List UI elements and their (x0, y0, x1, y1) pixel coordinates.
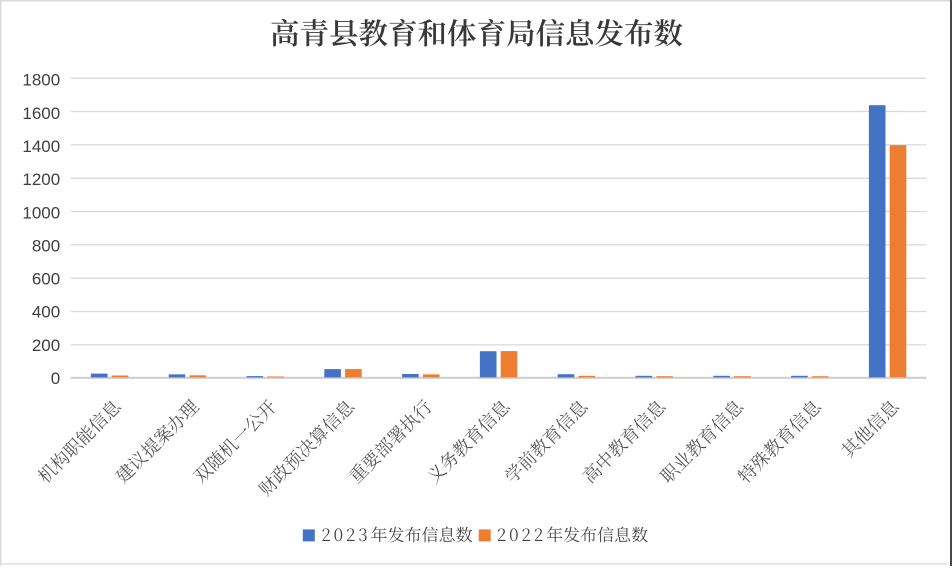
svg-text:1400: 1400 (22, 137, 60, 156)
svg-text:1600: 1600 (22, 104, 60, 123)
svg-text:800: 800 (32, 236, 60, 255)
svg-text:200: 200 (32, 336, 60, 355)
svg-text:1000: 1000 (22, 203, 60, 222)
svg-text:600: 600 (32, 270, 60, 289)
svg-text:0: 0 (51, 369, 60, 388)
svg-text:400: 400 (32, 303, 60, 322)
svg-text:1200: 1200 (22, 170, 60, 189)
svg-text:1800: 1800 (22, 71, 60, 90)
